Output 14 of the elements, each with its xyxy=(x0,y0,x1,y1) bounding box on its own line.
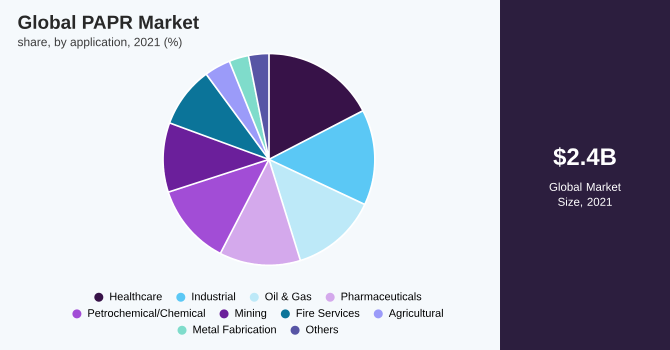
legend-label: Mining xyxy=(235,308,266,320)
legend-label: Fire Services xyxy=(296,308,360,317)
legend-label: Healthcare xyxy=(110,292,162,300)
text: Global Market Size, 2021 xyxy=(550,182,621,208)
chart-subtitle: share, by application, 2021 (%) xyxy=(18,37,182,49)
legend-label: Others xyxy=(306,325,338,334)
legend-label: Pharmaceuticals xyxy=(342,292,422,300)
legend-label: Oil & Gas xyxy=(265,292,312,300)
legend-label: Metal Fabrication xyxy=(193,325,276,334)
text: $2.4B xyxy=(553,147,616,167)
chart-title: Global PAPR Market xyxy=(18,15,199,29)
legend-label: Petrochemical/Chemical xyxy=(88,308,205,317)
legend-label: Industrial xyxy=(192,292,236,300)
legend-label: Agricultural xyxy=(388,308,443,320)
